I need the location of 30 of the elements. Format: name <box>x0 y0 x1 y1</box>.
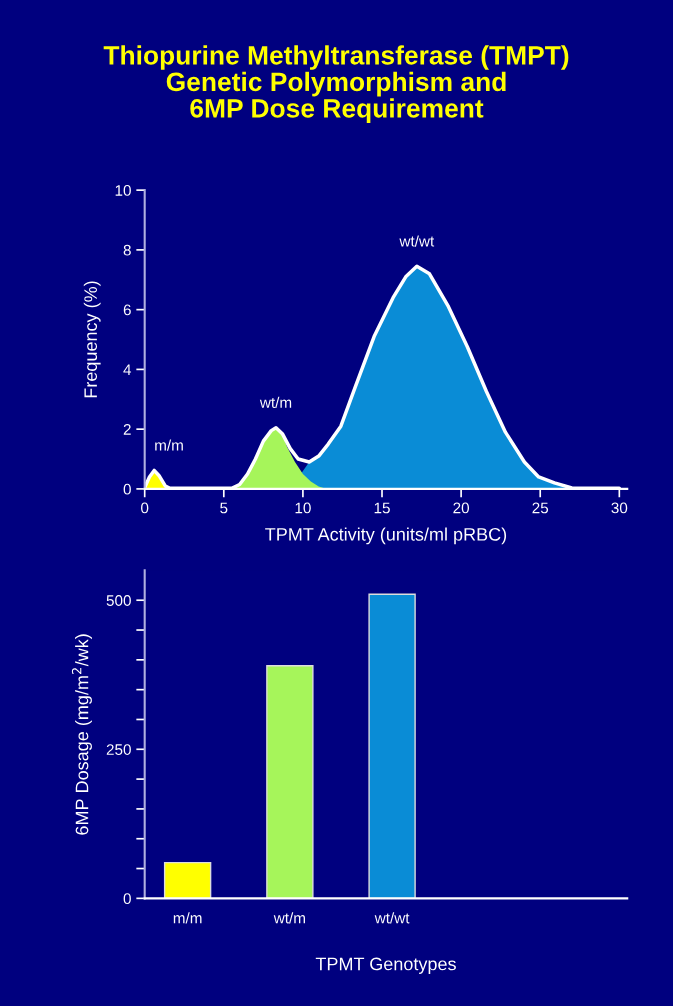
x-tick-label: 15 <box>374 502 390 514</box>
y-tick-label: 4 <box>123 364 132 375</box>
x-tick-label: wt/wt <box>374 912 410 924</box>
y-axis-title: 6MP Dosage (mg/m$^{2}$/wk) <box>71 634 92 835</box>
x-tick-label: 25 <box>532 502 549 514</box>
annotation: m/m <box>155 439 183 451</box>
bar <box>266 665 314 899</box>
chart-title: Thiopurine Methyltransferase (TMPT) Genetic Polymorphism and 6MP Dose Requirement <box>103 45 569 123</box>
x-tick-label: wt/m <box>273 912 305 924</box>
bar <box>368 593 416 899</box>
x-tick-label: 30 <box>611 502 628 514</box>
annotation: wt/wt <box>399 235 435 247</box>
y-tick-label: 0 <box>123 893 131 905</box>
annotation: wt/m <box>259 396 292 408</box>
y-axis-title: Frequency (%) <box>83 281 101 398</box>
y-tick-label: 8 <box>123 244 131 256</box>
y-tick-label: 2 <box>123 424 131 435</box>
bar <box>163 861 212 899</box>
y-tick-label: 6 <box>123 304 131 316</box>
x-tick-label: 5 <box>220 502 228 514</box>
x-tick-label: 10 <box>295 502 311 514</box>
x-tick-label: m/m <box>173 912 202 924</box>
x-axis-title: TPMT Activity (units/ml pRBC) <box>265 527 507 545</box>
x-tick-label: 20 <box>453 502 470 514</box>
x-tick-label: 0 <box>141 502 149 514</box>
y-tick-label: 500 <box>106 595 131 606</box>
y-tick-label: 250 <box>106 744 131 755</box>
y-tick-label: 10 <box>115 185 131 196</box>
x-axis-title: TPMT Genotypes <box>315 957 456 974</box>
y-tick-label: 0 <box>123 483 131 495</box>
